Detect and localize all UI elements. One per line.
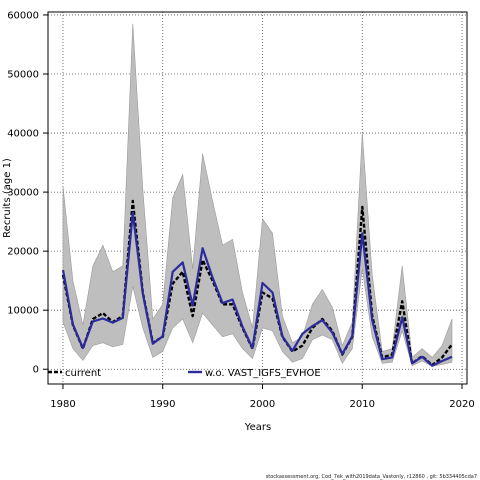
y-axis: 0 10000 20000 30000 40000 50000 60000 bbox=[7, 10, 48, 376]
series-line-wo-vast bbox=[61, 211, 453, 367]
x-tick-label: 1990 bbox=[150, 399, 175, 410]
y-tick-label: 50000 bbox=[7, 70, 39, 81]
footer-text: stockassessment.org, Cod_7ek_with2019dat… bbox=[265, 474, 477, 480]
y-axis-label: Recruits (age 1) bbox=[2, 158, 13, 238]
series-lines bbox=[61, 199, 453, 367]
x-tick-label: 2020 bbox=[449, 399, 474, 410]
x-tick-label: 1980 bbox=[50, 399, 75, 410]
x-axis-label: Years bbox=[244, 422, 271, 433]
y-tick-label: 40000 bbox=[7, 129, 39, 140]
y-tick-label: 20000 bbox=[7, 247, 39, 258]
y-tick-label: 60000 bbox=[7, 10, 39, 21]
y-tick-label: 0 bbox=[33, 365, 39, 376]
legend-label: w.o. VAST_IGFS_EVHOE bbox=[205, 368, 321, 379]
legend-label: current bbox=[65, 368, 101, 379]
y-tick-label: 30000 bbox=[7, 188, 39, 199]
confidence-band bbox=[62, 23, 453, 367]
y-tick-label: 10000 bbox=[7, 306, 39, 317]
x-tick-label: 2010 bbox=[350, 399, 375, 410]
legend: current w.o. VAST_IGFS_EVHOE bbox=[48, 368, 321, 379]
x-axis: 1980 1990 2000 2010 2020 bbox=[50, 383, 475, 410]
x-tick-label: 2000 bbox=[250, 399, 275, 410]
